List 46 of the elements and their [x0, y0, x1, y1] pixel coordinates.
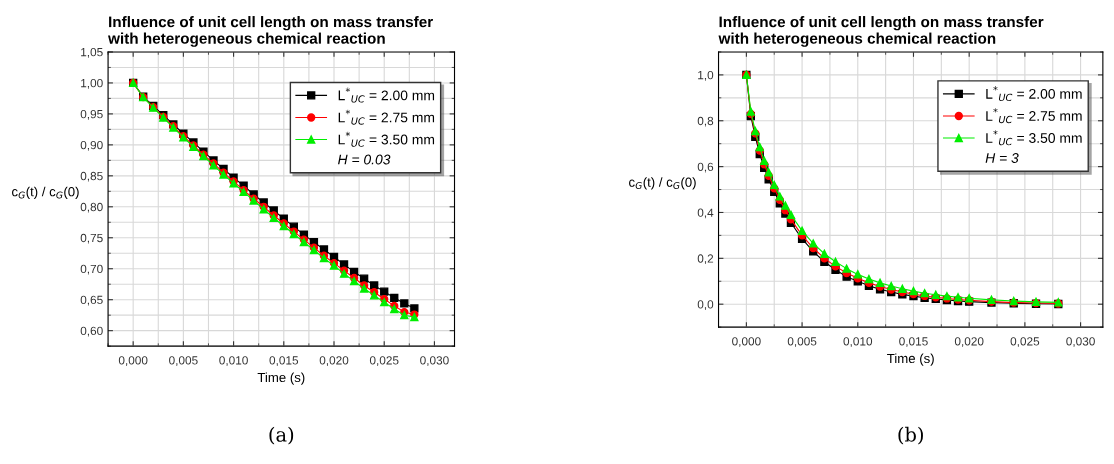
x-tick-label: 0,010	[843, 337, 873, 347]
legend-label: L$^{*}$$_{UC}$ = 2.00 mm	[986, 86, 1082, 102]
x-tick-label: 0,015	[899, 337, 928, 347]
y-axis-title: c$_{G}$(t) / c$_{G}$(0)	[629, 177, 696, 190]
y-tick-label: 0,90	[80, 140, 103, 151]
y-tick-label: 1,00	[81, 78, 103, 89]
y-axis-title: c$_{G}$(t) / c$_{G}$(0)	[12, 186, 79, 199]
y-tick-label: 0,8	[697, 116, 714, 127]
y-tick-label: 0,6	[697, 162, 714, 173]
legend-label: L$^{*}$$_{UC}$ = 3.50 mm	[338, 131, 435, 147]
x-tick-label: 0,015	[269, 356, 299, 366]
y-tick-label: 0,80	[80, 202, 103, 213]
x-axis-title: Time (s)	[887, 353, 934, 366]
x-tick-label: 0,030	[1066, 337, 1095, 347]
text: (b)	[898, 426, 923, 445]
chart-title: Influence of unit cell length on mass transfer with heterogeneous chemical reaction	[718, 16, 1044, 47]
x-tick-label: 0,020	[954, 337, 984, 347]
legend-label: L$^{*}$$_{UC}$ = 2.00 mm	[338, 87, 435, 103]
x-axis-title: Time (s)	[257, 372, 305, 385]
legend-title: H = 0.03	[338, 154, 391, 165]
y-tick-label: 1,05	[81, 48, 103, 58]
legend-title: H = 3	[985, 153, 1019, 163]
legend-label: L$^{*}$$_{UC}$ = 3.50 mm	[986, 130, 1082, 146]
x-tick-label: 0,025	[1010, 337, 1040, 347]
x-tick-label: 0,010	[219, 356, 248, 366]
y-tick-label: 0,70	[80, 264, 103, 275]
y-tick-label: 0,95	[80, 109, 103, 120]
legend-label: L$^{*}$$_{UC}$ = 2.75 mm	[986, 108, 1082, 124]
legend-label: L$^{*}$$_{UC}$ = 2.75 mm	[338, 109, 435, 125]
x-tick-label: 0,000	[118, 356, 148, 366]
x-tick-label: 0,005	[787, 337, 817, 347]
y-tick-label: 0,0	[697, 300, 714, 310]
x-tick-label: 0,020	[319, 356, 349, 366]
x-tick-label: 0,000	[732, 337, 761, 347]
y-tick-label: 0,65	[80, 295, 103, 306]
y-tick-label: 0,75	[80, 233, 103, 244]
y-tick-label: 0,2	[697, 254, 714, 265]
x-tick-label: 0,005	[169, 356, 198, 366]
text: (a)	[269, 426, 294, 445]
y-tick-label: 0,4	[697, 208, 714, 219]
y-tick-label: 1,0	[698, 70, 714, 81]
chart-title: Influence of unit cell length on mass transfer with heterogeneous chemical reaction	[108, 16, 433, 47]
x-tick-label: 0,030	[420, 356, 449, 366]
y-tick-label: 0,85	[80, 171, 103, 182]
y-tick-label: 0,60	[80, 326, 103, 337]
x-tick-label: 0,025	[369, 356, 399, 366]
